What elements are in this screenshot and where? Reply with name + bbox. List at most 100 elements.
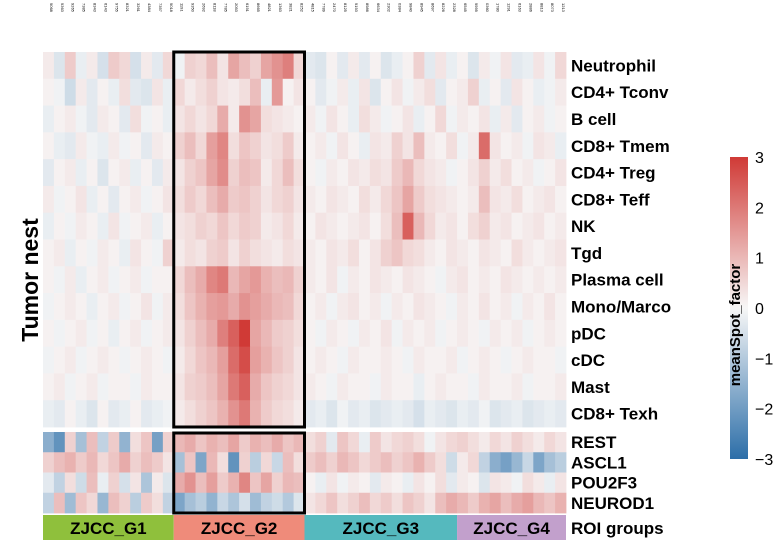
heatmap-cell: [326, 293, 338, 321]
heatmap-cell: [206, 78, 218, 106]
heatmap-cell: [304, 373, 316, 401]
tf-cell: [402, 492, 414, 514]
tf-cell: [457, 472, 469, 494]
heatmap-cell: [184, 373, 196, 401]
heatmap-cell: [380, 346, 393, 374]
heatmap-cell: [326, 105, 338, 133]
tf-cell: [195, 452, 207, 473]
roi-group-block: [457, 515, 566, 540]
tf-cell: [75, 432, 87, 453]
heatmap-cell: [446, 293, 458, 321]
heatmap-cell: [162, 293, 175, 321]
column-label: 4821: [267, 3, 272, 13]
heatmap-cell: [53, 159, 66, 187]
heatmap-cell: [315, 185, 327, 214]
heatmap-cell: [304, 400, 316, 428]
heatmap-cell: [184, 319, 196, 348]
tf-cell: [489, 492, 502, 514]
heatmap-cell: [511, 132, 523, 160]
tf-cell: [413, 432, 425, 453]
heatmap-cell: [53, 105, 66, 133]
legend-title: meanSpot_factor: [727, 264, 744, 387]
tf-cell: [337, 432, 349, 453]
heatmap-cell: [358, 105, 371, 133]
heatmap-cell: [239, 159, 251, 187]
heatmap-cell: [358, 346, 371, 374]
heatmap-cell: [413, 293, 425, 321]
heatmap-cell: [282, 293, 295, 321]
heatmap-cell: [184, 52, 196, 80]
heatmap-cell: [239, 185, 251, 214]
column-label: 9068: [49, 3, 54, 13]
heatmap-cell: [173, 105, 186, 133]
heatmap-cell: [228, 52, 240, 80]
heatmap-cell: [402, 132, 414, 160]
heatmap-cell: [260, 185, 273, 214]
heatmap-cell: [86, 185, 98, 214]
tf-cell: [315, 492, 327, 514]
heatmap-cell: [53, 373, 66, 401]
heatmap-cell: [184, 159, 196, 187]
heatmap-cell: [402, 105, 414, 133]
heatmap-cell: [228, 293, 240, 321]
heatmap-cell: [162, 78, 175, 106]
roi-group-label: ZJCC_G2: [201, 519, 278, 538]
heatmap-cell: [358, 132, 371, 160]
tf-cell: [315, 432, 327, 453]
heatmap-cell: [173, 212, 186, 240]
tf-cell: [86, 452, 98, 473]
heatmap-cell: [511, 52, 523, 80]
heatmap-cell: [533, 293, 545, 321]
heatmap-cell: [478, 346, 491, 374]
heatmap-cell: [250, 400, 262, 428]
heatmap-cell: [424, 105, 436, 133]
tf-cell: [108, 452, 120, 473]
tf-cell: [260, 452, 273, 473]
heatmap-cell: [380, 78, 393, 106]
heatmap-cell: [337, 319, 349, 348]
heatmap-cell: [511, 373, 523, 401]
heatmap-cell: [151, 52, 164, 80]
heatmap-cell: [424, 132, 436, 160]
legend-tick-label: 2: [755, 200, 764, 217]
heatmap-cell: [424, 400, 436, 428]
tf-cell: [151, 452, 164, 473]
heatmap-cell: [304, 159, 316, 187]
heatmap-cell: [467, 373, 480, 401]
heatmap-cell: [239, 132, 251, 160]
heatmap-cell: [533, 266, 545, 294]
tf-cell: [43, 452, 55, 473]
heatmap-cell: [337, 52, 349, 80]
heatmap-cell: [489, 105, 502, 133]
heatmap-cell: [206, 132, 218, 160]
tf-cell: [511, 472, 523, 494]
heatmap-cell: [271, 185, 284, 214]
heatmap-cell: [457, 159, 469, 187]
tf-cell: [151, 472, 164, 494]
heatmap-cell: [108, 346, 120, 374]
tf-cell: [522, 472, 534, 494]
heatmap-cell: [457, 212, 469, 240]
heatmap-cell: [141, 52, 153, 80]
heatmap-cell: [457, 105, 469, 133]
heatmap-cell: [151, 132, 164, 160]
heatmap-cell: [119, 105, 131, 133]
heatmap-cell: [217, 346, 229, 374]
heatmap-cell: [239, 293, 251, 321]
tf-cell: [162, 432, 175, 453]
heatmap-cell: [75, 185, 87, 214]
heatmap-cell: [250, 346, 262, 374]
tf-cell: [141, 432, 153, 453]
heatmap-cell: [457, 346, 469, 374]
heatmap-cell: [162, 373, 175, 401]
heatmap-cell: [358, 319, 371, 348]
tf-cell: [337, 472, 349, 494]
heatmap-cell: [239, 239, 251, 267]
heatmap-cell: [500, 319, 512, 348]
heatmap-cell: [162, 346, 175, 374]
heatmap-cell: [206, 212, 218, 240]
tf-cell: [217, 452, 229, 473]
heatmap-cell: [446, 185, 458, 214]
heatmap-cell: [435, 78, 447, 106]
heatmap-cell: [380, 266, 393, 294]
